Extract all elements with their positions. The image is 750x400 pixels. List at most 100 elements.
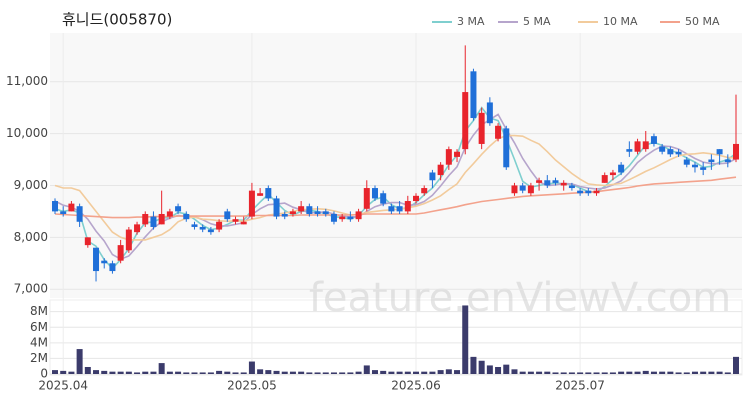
volume-bar [700,371,707,374]
candle-body [60,211,67,214]
volume-bar [544,371,551,374]
candle-body [733,143,739,160]
candle-body [314,211,321,214]
chart-title: 휴니드(005870) [62,11,172,29]
volume-bar [93,370,100,374]
legend-label: 50 MA [685,15,720,28]
volume-bar [421,371,428,374]
candle-body [347,216,354,220]
candle-body [265,188,272,199]
volume-bar [257,369,264,374]
candle-body [486,102,493,124]
candle-body [257,193,264,196]
volume-bar [207,372,214,374]
volume-bar [199,372,206,374]
volume-panel [49,299,743,376]
candle-body [642,141,649,150]
candle-body [232,219,239,222]
volume-bar [216,370,223,374]
candle-body [650,136,657,144]
candle-body [125,229,132,251]
candle-body [503,128,510,168]
volume-bar [191,372,198,374]
candle-body [511,185,518,194]
volume-bar [142,371,149,374]
legend-label: 10 MA [603,15,638,28]
volume-bar [462,305,469,374]
volume-bar [101,370,108,374]
volume-bar [330,372,337,374]
volume-bar [347,372,354,374]
candle-body [224,211,231,220]
candle-body [240,221,247,225]
volume-bar [675,372,682,374]
volume-bar [76,349,83,374]
volume-bar [626,371,633,374]
volume-bar [429,371,436,374]
volume-bar [109,371,116,374]
candle-body [495,125,502,139]
candle-body [593,190,600,194]
volume-bar [413,371,420,374]
y-tick-label: 8,000 [14,230,48,244]
candle-body [716,149,723,155]
candle-body [117,245,124,261]
volume-bar [568,372,575,374]
volume-bar [396,371,403,374]
volume-bar [470,356,477,374]
candle-body [478,112,485,144]
candle-body [175,206,182,212]
volume-bar [527,371,534,374]
x-tick-label: 2025.06 [391,379,441,393]
volume-bar [708,371,715,374]
candle-body [93,247,100,272]
volume-bar [659,371,666,374]
candle-body [429,172,436,181]
candle-body [470,71,477,119]
candle-body [634,141,641,152]
volume-bar [560,372,567,374]
volume-bar [437,370,444,374]
candle-body [371,188,378,199]
candle-body [462,92,469,150]
y-tick-label: 4M [30,335,48,349]
candle-body [700,167,707,170]
volume-bar [232,372,239,374]
candle-body [626,149,633,152]
candle-body [552,180,559,183]
volume-bar [306,372,313,374]
candle-body [142,213,149,225]
volume-bar [273,370,280,374]
volume-bar [593,372,600,374]
volume-bar [322,372,329,374]
volume-bar [355,371,362,374]
candle-body [675,151,682,155]
candle-body [667,149,674,155]
candle-body [396,206,403,212]
volume-bar [609,372,616,374]
volume-bar [667,371,674,374]
candle-body [306,206,313,214]
candle-body [445,149,452,165]
volume-bar [503,364,510,374]
candle-body [527,185,534,194]
candle-body [437,164,444,176]
candle-body [404,201,411,212]
candle-body [158,213,165,225]
volume-bar [650,371,657,374]
candle-body [363,188,370,209]
volume-bar [281,371,288,374]
candle-body [322,211,329,214]
volume-bar [478,360,485,374]
watermark: feature.enViewV.com [309,275,731,321]
volume-bar [60,370,67,374]
volume-bar [733,356,739,374]
volume-bar [240,372,247,374]
y-tick-label: 11,000 [6,74,48,88]
volume-bar [166,371,173,374]
volume-bar [314,372,321,374]
candle-body [421,188,428,194]
candle-body [708,159,715,163]
candle-body [618,164,625,173]
